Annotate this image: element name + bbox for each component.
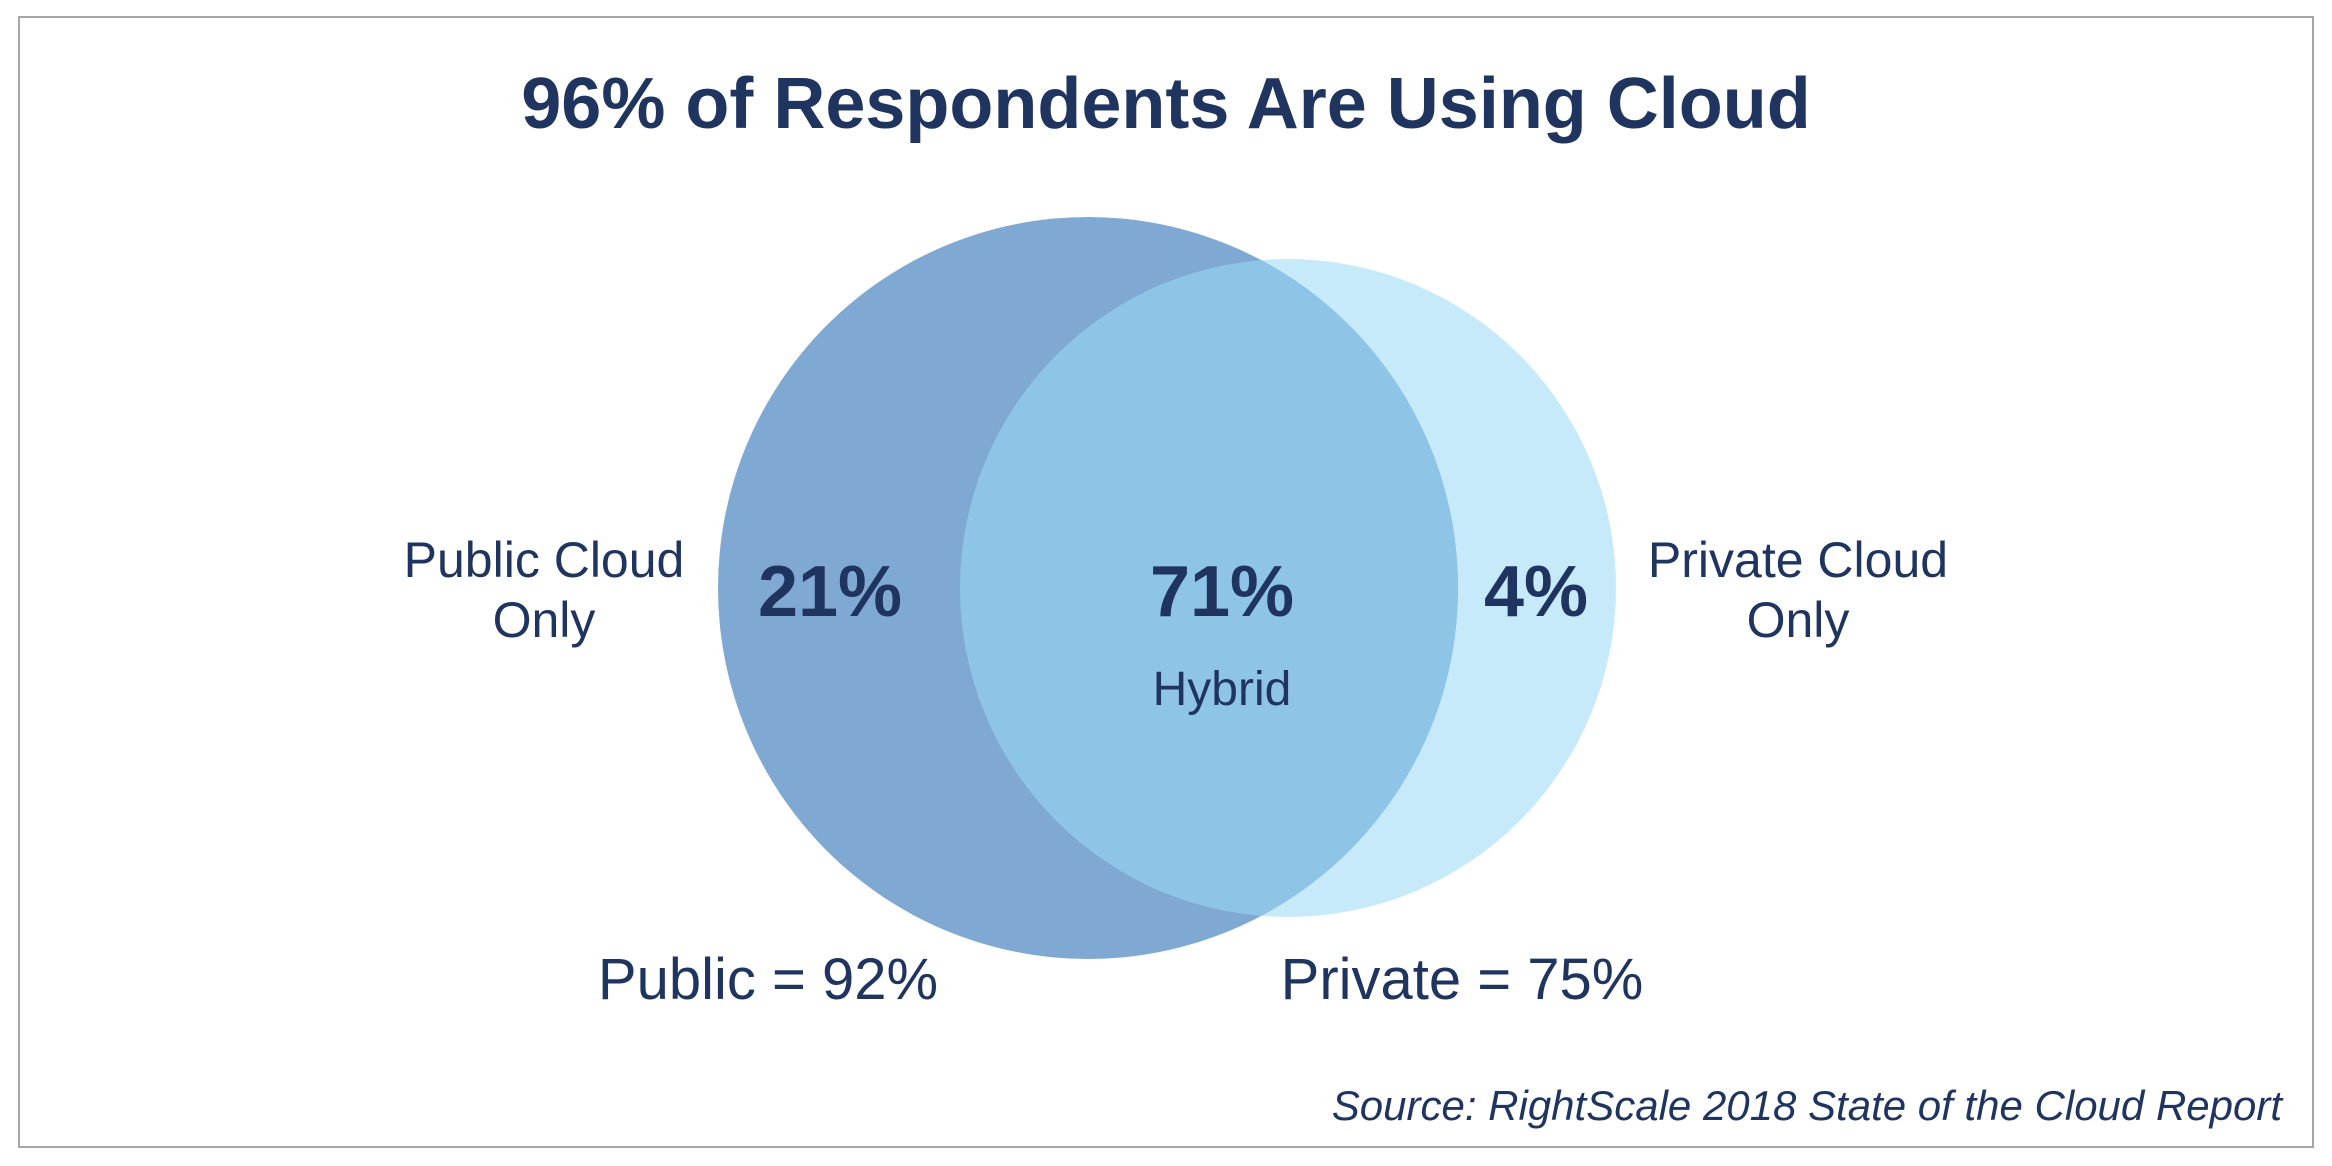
private-only-label: Private Cloud Only — [1588, 530, 2008, 650]
source-note: Source: RightScale 2018 State of the Clo… — [1331, 1082, 2282, 1129]
private-only-value: 4% — [1483, 552, 1589, 632]
hybrid-label: Hybrid — [1152, 663, 1292, 716]
private-only-label-line1: Private Cloud — [1647, 532, 1949, 588]
figure-frame — [18, 16, 2314, 1148]
private-total-label: Private = 75% — [1280, 947, 1644, 1012]
chart-title: 96% of Respondents Are Using Cloud — [521, 64, 1811, 144]
public-only-label-line2: Only — [492, 592, 596, 648]
hybrid-value: 71% — [1149, 552, 1295, 632]
public-only-value: 21% — [757, 552, 903, 632]
public-only-label: Public Cloud Only — [334, 530, 754, 650]
public-total-label: Public = 92% — [597, 947, 939, 1012]
private-only-label-line2: Only — [1746, 592, 1850, 648]
public-only-label-line1: Public Cloud — [403, 532, 685, 588]
